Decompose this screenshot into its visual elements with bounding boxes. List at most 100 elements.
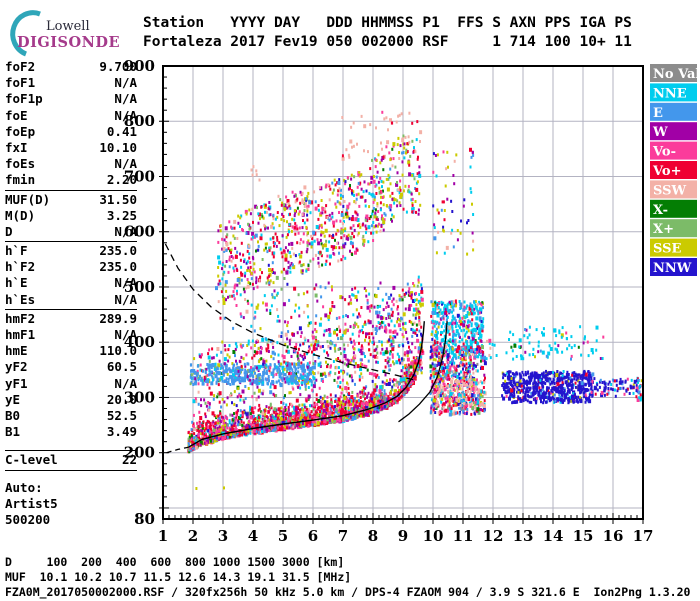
param-value: N/A	[114, 275, 137, 291]
legend-label: NNW	[653, 261, 692, 276]
param-row-foe: foE N/A	[5, 108, 137, 124]
param-row-fxi: fxI 10.10	[5, 140, 137, 156]
x-tick-label: 14	[543, 527, 564, 545]
param-value: N/A	[114, 108, 137, 124]
cluster-high-mid-sparse	[432, 148, 474, 256]
x-tick-label: 5	[278, 527, 288, 545]
c-level-label: C-level	[5, 452, 58, 468]
cluster-cyan-high-band	[506, 325, 605, 360]
param-label: hmE	[5, 343, 28, 359]
d-distance-line: D 100 200 400 600 800 1000 1500 3000 [km…	[5, 555, 344, 569]
c-level-value: 22	[122, 452, 137, 468]
legend-item-noval: No Val	[650, 64, 700, 82]
cluster-salmon-top	[341, 111, 422, 161]
logo-line1: Lowell	[46, 19, 90, 34]
param-value: 235.0	[99, 259, 137, 275]
legend-item-x-: X-	[650, 200, 697, 218]
cluster-right-clump	[633, 377, 643, 402]
x-tick-label: 16	[603, 527, 624, 545]
legend-item-vo-: Vo-	[650, 142, 697, 160]
param-separator	[5, 309, 137, 310]
x-tick-label: 10	[423, 527, 444, 545]
param-value: N/A	[114, 91, 137, 107]
param-separator	[5, 190, 137, 191]
legend-label: NNE	[653, 86, 687, 101]
x-tick-label: 9	[398, 527, 408, 545]
param-row-hes: h`Es N/A	[5, 292, 137, 308]
param-value: N/A	[114, 376, 137, 392]
param-value: N/A	[114, 327, 137, 343]
param-label: MUF(D)	[5, 192, 50, 208]
x-tick-label: 8	[368, 527, 378, 545]
lowell-digisonde-logo: Lowell DIGISONDE	[4, 6, 124, 62]
param-label: yF2	[5, 359, 28, 375]
legend-item-x+: X+	[650, 219, 697, 237]
param-label: foE	[5, 108, 28, 124]
param-label: h`Es	[5, 292, 35, 308]
auto-line: 500200	[5, 512, 137, 528]
param-label: B1	[5, 424, 20, 440]
direction-legend: No Val NNE EW Vo-Vo+ SSW X- X+ SSE NNW	[650, 64, 700, 276]
legend-item-nnw: NNW	[650, 258, 697, 276]
param-label: foF1	[5, 75, 35, 91]
param-label: h`F2	[5, 259, 35, 275]
param-separator	[5, 241, 137, 242]
param-label: foEp	[5, 124, 35, 140]
x-tick-label: 12	[483, 527, 504, 545]
echo-scatter	[187, 111, 643, 490]
param-label: yF1	[5, 376, 28, 392]
param-row-yf1: yF1 N/A	[5, 376, 137, 392]
param-label: B0	[5, 408, 20, 424]
param-value: 235.0	[99, 243, 137, 259]
param-value: 289.9	[99, 311, 137, 327]
param-value: 52.5	[107, 408, 137, 424]
param-label: M(D)	[5, 208, 35, 224]
legend-item-ssw: SSW	[650, 180, 697, 198]
param-value: N/A	[114, 292, 137, 308]
param-value: 3.25	[107, 208, 137, 224]
x-tick-label: 7	[338, 527, 348, 545]
c-level-row: C-level 22	[5, 450, 137, 470]
x-tick-label: 3	[218, 527, 228, 545]
param-label: yE	[5, 392, 20, 408]
param-label: fmin	[5, 172, 35, 188]
header-line1: Station YYYY DAY DDD HHMMSS P1 FFS S AXN…	[143, 15, 632, 31]
noise-dot	[195, 487, 197, 490]
param-label: foEs	[5, 156, 35, 172]
param-value: N/A	[114, 224, 137, 240]
cluster-two-hop-spread	[217, 135, 421, 306]
param-label: foF2	[5, 59, 35, 75]
logo-line2: DIGISONDE	[17, 34, 120, 51]
auto-line: Artist5	[5, 496, 137, 512]
legend-item-sse: SSE	[650, 239, 697, 257]
param-label: fxI	[5, 140, 28, 156]
param-label: D	[5, 224, 13, 240]
legend-label: E	[653, 106, 663, 121]
param-row-hf2: h`F2 235.0	[5, 259, 137, 275]
legend-item-vo+: Vo+	[650, 161, 697, 179]
cluster-nnw-band	[501, 370, 594, 404]
x-tick-label: 11	[453, 527, 474, 545]
x-tick-label: 17	[633, 527, 654, 545]
legend-label: SSW	[653, 183, 686, 198]
legend-label: SSE	[653, 242, 681, 257]
param-value: 10.10	[99, 140, 137, 156]
legend-label: W	[652, 125, 668, 140]
footer-block: D 100 200 400 600 800 1000 1500 3000 [km…	[5, 555, 690, 601]
legend-label: X+	[653, 222, 674, 237]
param-value: 9.700	[99, 59, 137, 75]
param-value: N/A	[114, 156, 137, 172]
legend-item-w: W	[650, 122, 697, 140]
y-tick-label: 80	[134, 510, 155, 528]
